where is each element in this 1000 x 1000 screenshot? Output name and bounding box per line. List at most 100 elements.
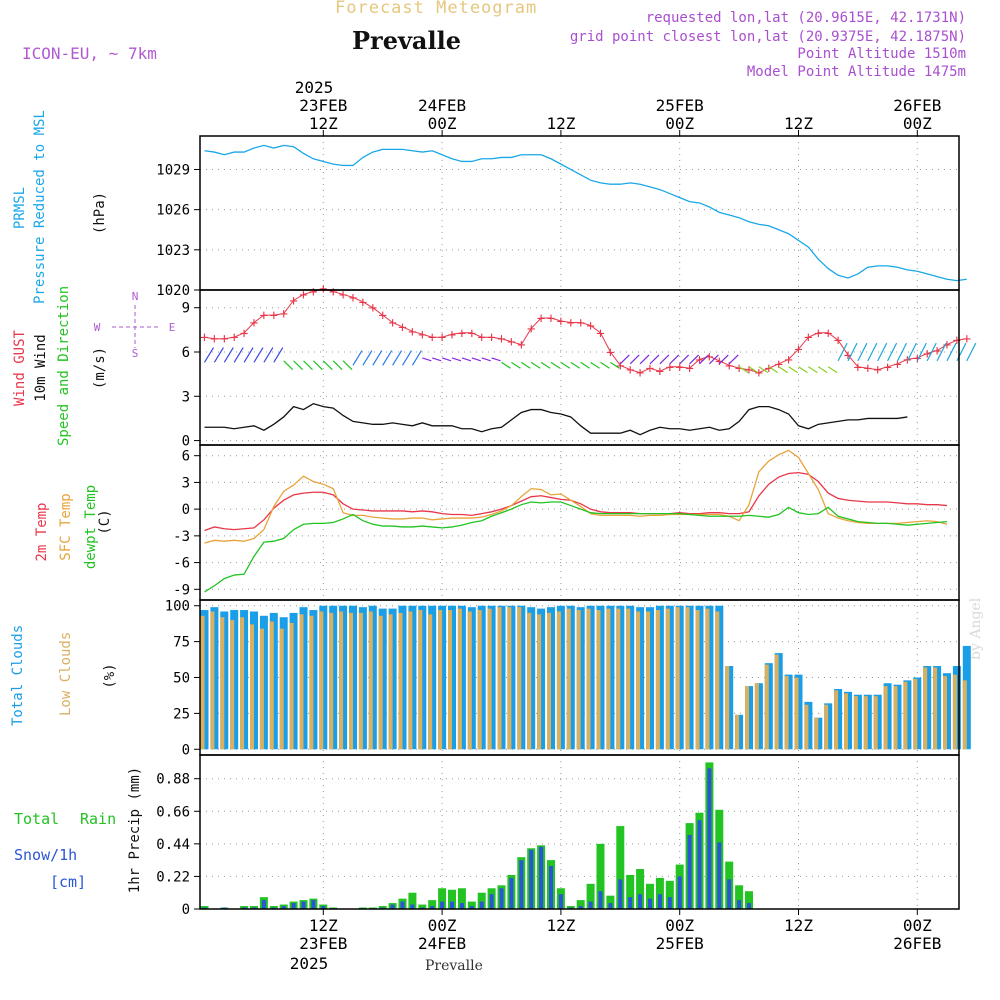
low-cloud-bar [665,608,670,750]
gust-marker: + [705,349,713,365]
y-tick-label: -6 [173,556,190,572]
gust-marker: + [557,314,565,330]
snow-bar [677,876,682,909]
rain-bar [576,900,585,909]
snow-bar [499,888,504,909]
low-cloud-bar [764,664,769,750]
wind-arrow [491,357,501,362]
gust-marker: + [378,308,386,324]
rain-bar [665,880,674,909]
gust-marker: + [507,335,515,351]
gust-marker: + [784,352,792,368]
low-cloud-bar [606,608,611,750]
model-altitude: Model Point Altitude 1475m [746,64,966,80]
low-cloud-bar [705,608,710,750]
wind-arrow [669,354,680,365]
gust-marker: + [765,361,773,377]
low-cloud-bar [299,614,304,750]
low-cloud-bar [735,714,740,750]
wind-arrow [610,361,620,369]
rain-bar [448,889,456,909]
snow-bar [687,834,692,909]
x-tick-date-bottom: 24FEB [418,934,466,953]
gust-marker: + [933,344,941,360]
low-cloud-bar [804,704,809,750]
wind-arrow [817,366,828,374]
gust-marker: + [250,315,258,331]
low-cloud-bar [715,611,720,750]
gust-marker: + [616,358,624,374]
wind-arrow [432,357,442,362]
x-tick-date-top: 25FEB [656,96,704,115]
gust-marker: + [369,301,377,317]
requested-coords: requested lon,lat (20.9615E, 42.1731N) [645,10,966,26]
wind-arrow [738,366,749,374]
low-cloud-bar [844,693,848,750]
wind-arrow [253,347,264,363]
gust-marker: + [547,311,555,327]
y-tick-label: 0 [182,742,190,758]
x-tick-time-bottom: 12Z [546,916,575,935]
wind-arrow [461,357,472,362]
snow-bar [301,901,306,909]
gust-marker: + [685,361,693,377]
wind-arrow [530,361,541,369]
wind-speed-line [204,402,908,436]
low-cloud-bar [933,667,938,750]
gust-marker: + [428,330,436,346]
wind-arrow [223,347,234,363]
low-cloud-bar [537,614,542,750]
y-tick-label: 1029 [156,162,190,178]
rain-bar [438,888,447,909]
gust-marker: + [477,330,485,346]
gust-marker: + [240,326,248,342]
gust-marker: + [458,326,466,342]
low-cloud-bar [616,608,621,750]
wind-arrow [966,342,977,362]
x-tick-time-top: 00Z [903,114,932,133]
wind-arrow [629,354,640,365]
wind-arrow [748,366,759,374]
wind-arrow [540,361,551,369]
gust-marker: + [636,366,644,382]
x-tick-time-top: 12Z [546,114,575,133]
rain-bar [457,888,466,909]
gust-marker: + [408,324,416,340]
snow-bar [529,849,534,909]
low-cloud-bar [477,610,482,750]
snow-bar [608,903,613,909]
y-tick-label: 6 [182,449,190,465]
low-cloud-bar [507,607,512,750]
rain-bar [586,883,595,909]
snow-bar [311,900,316,909]
gust-marker: + [359,295,367,311]
low-cloud-bar [576,610,581,750]
y-tick-label: 1023 [156,243,190,259]
wind-arrow [243,347,254,363]
low-cloud-bar [863,696,868,750]
snow-bar [578,906,583,909]
x-tick-time-bottom: 00Z [428,916,457,935]
low-cloud-bar [824,704,829,750]
snow-bar [657,894,662,909]
snow-bar [558,894,563,909]
snow-bar [737,900,742,909]
wind-arrow [293,360,304,371]
rain-bar [477,892,486,909]
wind-arrow [342,360,353,371]
y-tick-label: 0.88 [156,772,190,788]
low-cloud-bar [725,666,730,750]
x-tick-time-top: 00Z [428,114,457,133]
low-cloud-bar [685,607,690,750]
wind-arrow [550,361,561,369]
model-name: ICON-EU, ~ 7km [22,44,157,63]
wind-arrow [520,361,531,369]
snow-bar [390,904,395,909]
wind-arrow [867,342,878,362]
y-tick-label: 3 [182,389,190,405]
low-cloud-bar [626,608,631,750]
rain-bar [735,885,744,909]
wind-arrow [481,357,491,362]
snow-bar [440,901,445,909]
